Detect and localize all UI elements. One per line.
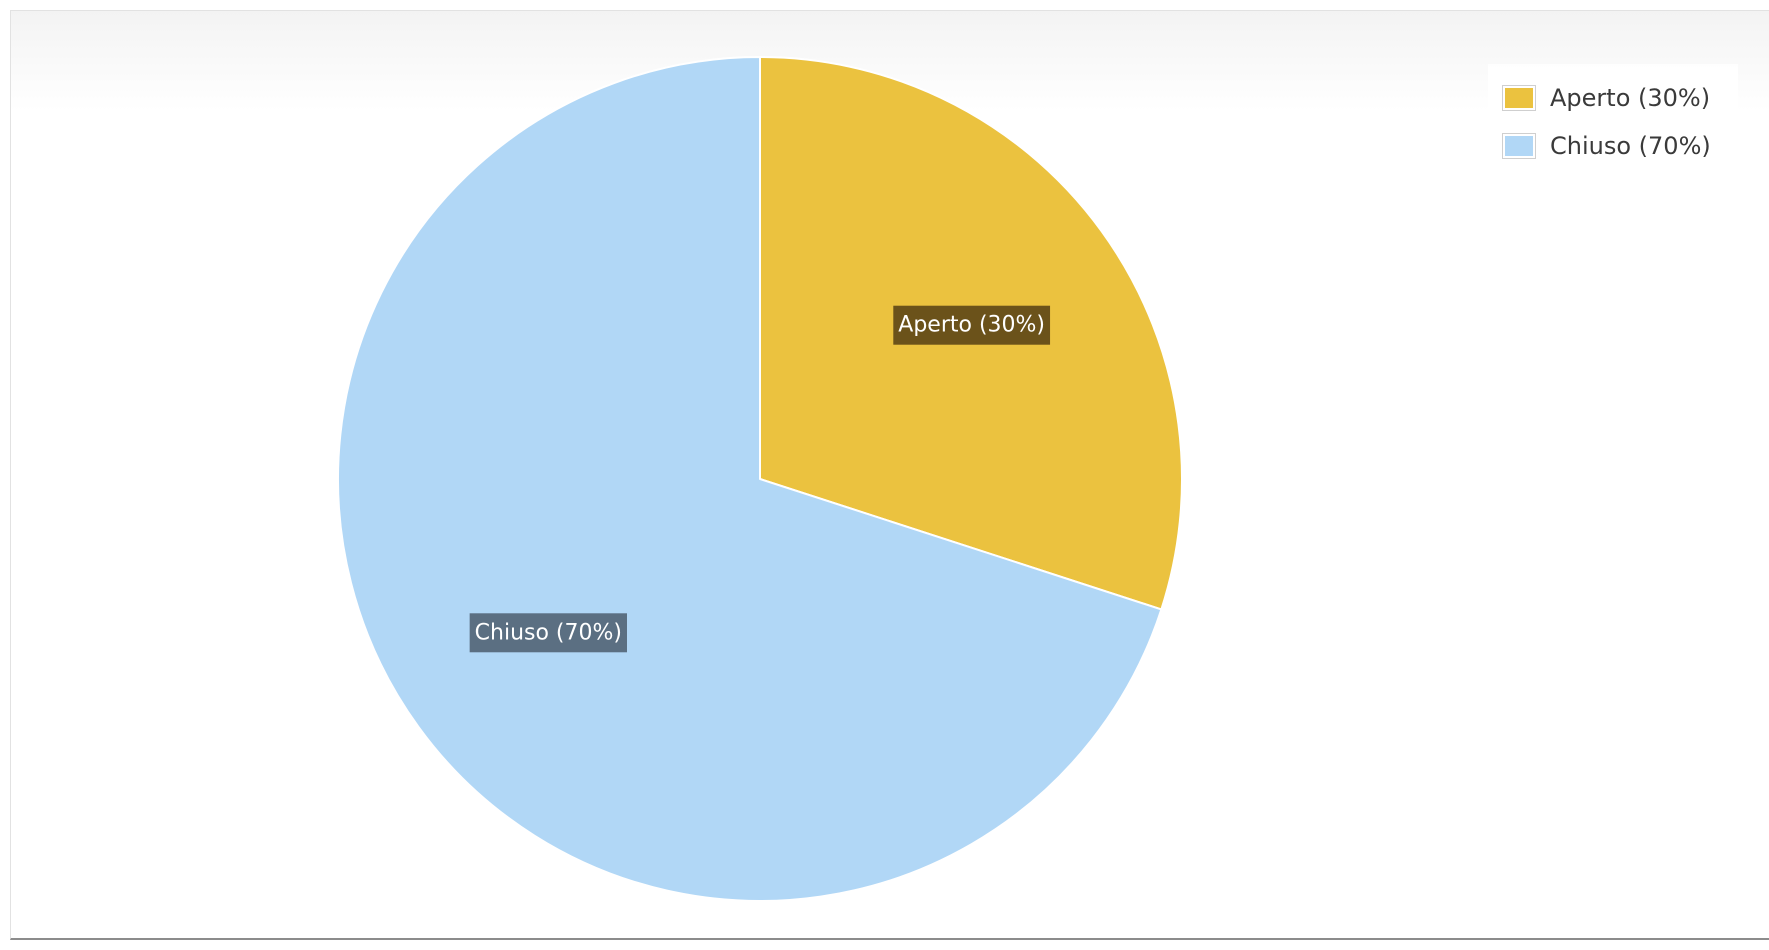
legend-swatch-frame: [1502, 85, 1536, 111]
slice-label-text-aperto: Aperto (30%): [898, 313, 1045, 338]
legend-label-chiuso: Chiuso (70%): [1550, 132, 1711, 160]
slice-label-aperto: Aperto (30%): [893, 305, 1051, 345]
legend-swatch-frame: [1502, 133, 1536, 159]
pie-slice-chiuso[interactable]: [337, 56, 1163, 902]
pie-slices: [337, 56, 1183, 902]
slice-label-background: [893, 305, 1051, 345]
legend-swatch-chiuso: [1505, 136, 1533, 156]
pie-slice-labels: Aperto (30%) Chiuso (70%): [469, 305, 1051, 653]
legend-label-aperto: Aperto (30%): [1550, 84, 1711, 112]
legend-item-aperto[interactable]: Aperto (30%): [1502, 74, 1724, 122]
chart-legend: Aperto (30%) Chiuso (70%): [1488, 64, 1738, 180]
slice-label-text-chiuso: Chiuso (70%): [475, 620, 622, 645]
legend-item-chiuso[interactable]: Chiuso (70%): [1502, 122, 1724, 170]
slice-label-background: [469, 613, 628, 653]
legend-swatch-aperto: [1505, 88, 1533, 108]
slice-label-chiuso: Chiuso (70%): [469, 613, 628, 653]
